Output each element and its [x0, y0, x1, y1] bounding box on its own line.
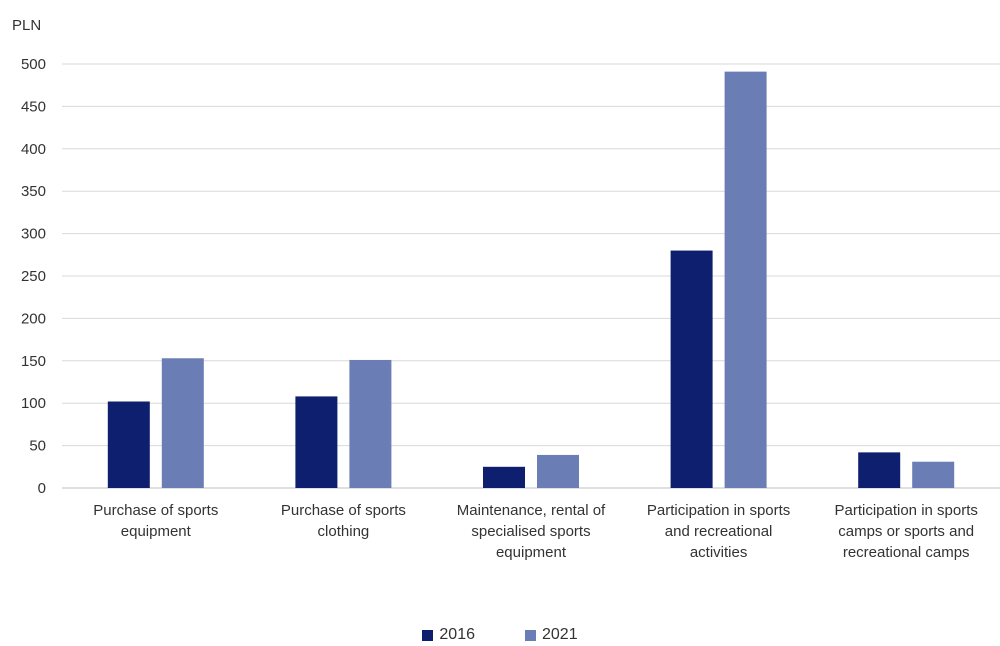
legend-item: 2016 — [422, 626, 475, 644]
x-axis-labels: Purchase of sports equipment Purchase of s… — [93, 502, 978, 561]
x-category-label: Purchase of sports equipment — [93, 502, 218, 540]
bar-2021 — [724, 71, 767, 488]
legend-swatch — [525, 629, 536, 641]
y-tick-label: 100 — [21, 395, 46, 412]
y-tick-label: 250 — [21, 268, 46, 285]
y-tick-label: 300 — [21, 226, 46, 243]
y-tick-label: 350 — [21, 183, 46, 200]
bar-2021 — [537, 454, 579, 488]
x-category-label: Participation in sports camps or sports a… — [834, 502, 977, 561]
x-category-label: Participation in sports and recreational a… — [647, 502, 790, 561]
legend-swatch — [422, 629, 434, 641]
bar-2021 — [349, 359, 392, 488]
y-tick-label: 50 — [29, 438, 46, 455]
x-category-label: Maintenance, rental of specialised sports… — [457, 502, 606, 561]
y-tick-label: 150 — [21, 353, 46, 370]
bar-2016 — [295, 396, 338, 488]
y-tick-label: 450 — [21, 98, 46, 115]
y-tick-label: 200 — [21, 310, 46, 327]
y-tick-label: 500 — [21, 56, 46, 73]
bar-chart: PLN 0 50 100 150 200 250 300 350 400 450 500 Purch… — [12, 17, 1000, 561]
legend-item: 2021 — [525, 626, 578, 644]
bar-2016 — [670, 250, 713, 488]
y-axis-unit-label: PLN — [12, 17, 41, 34]
legend-label: 2021 — [542, 626, 578, 643]
gridlines — [62, 63, 1000, 489]
bars — [107, 71, 955, 488]
y-axis-ticks: 0 50 100 150 200 250 300 350 400 450 500 — [21, 56, 46, 497]
bar-2021 — [912, 461, 955, 488]
y-tick-label: 0 — [38, 480, 46, 497]
bar-2016 — [483, 466, 525, 488]
bar-2016 — [107, 401, 150, 488]
bar-2016 — [858, 452, 901, 488]
y-tick-label: 400 — [21, 141, 46, 158]
legend: 2016 2021 — [0, 626, 1000, 644]
x-category-label: Purchase of sports clothing — [281, 502, 406, 540]
bar-2021 — [161, 358, 204, 488]
legend-label: 2016 — [439, 626, 475, 643]
